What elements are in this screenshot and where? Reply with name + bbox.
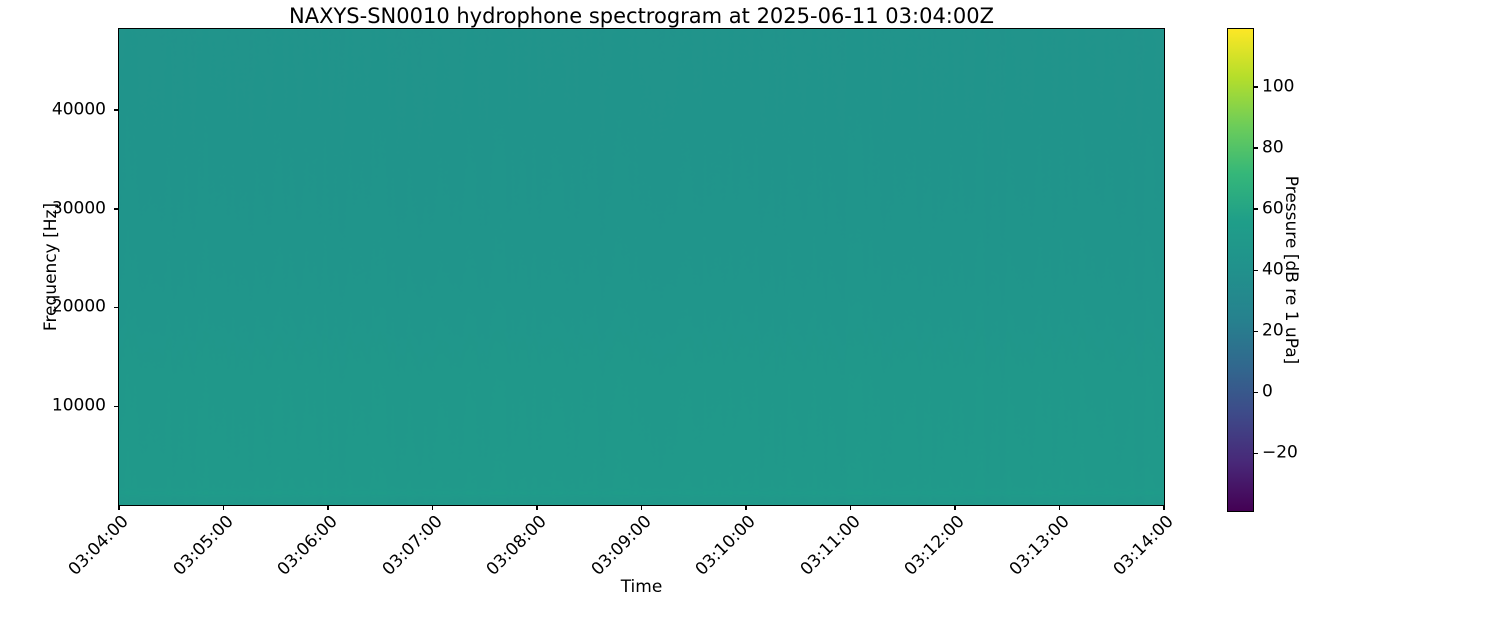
x-tick-mark bbox=[640, 505, 643, 510]
colorbar-tick-label: 60 bbox=[1262, 198, 1284, 219]
colorbar-tick-mark bbox=[1253, 269, 1258, 271]
y-tick-mark bbox=[114, 405, 119, 408]
x-tick-mark bbox=[849, 505, 852, 510]
x-tick-label: 03:07:00 bbox=[378, 511, 447, 580]
x-tick-mark bbox=[954, 505, 956, 510]
x-tick-mark bbox=[431, 505, 434, 510]
colorbar-tick-label: 40 bbox=[1262, 259, 1284, 280]
x-tick-label: 03:14:00 bbox=[1109, 511, 1178, 580]
x-tick-label: 03:12:00 bbox=[900, 511, 969, 580]
x-tick-label: 03:09:00 bbox=[587, 511, 656, 580]
x-tick-label: 03:10:00 bbox=[691, 511, 760, 580]
colorbar-tick-label: 20 bbox=[1262, 320, 1284, 341]
x-tick-mark bbox=[536, 505, 538, 510]
y-tick-label: 10000 bbox=[51, 395, 106, 416]
colorbar bbox=[1227, 28, 1254, 512]
x-tick-label: 03:04:00 bbox=[64, 511, 133, 580]
x-tick-mark bbox=[745, 505, 747, 510]
x-tick-label: 03:08:00 bbox=[482, 511, 551, 580]
colorbar-tick-label: 0 bbox=[1262, 381, 1273, 402]
spectrogram-heatmap bbox=[119, 29, 1164, 505]
y-tick-mark bbox=[114, 306, 119, 309]
x-tick-mark bbox=[327, 505, 329, 510]
x-tick-label: 03:05:00 bbox=[169, 511, 238, 580]
y-tick-mark bbox=[114, 208, 119, 210]
colorbar-tick-mark bbox=[1253, 208, 1258, 210]
y-tick-label: 40000 bbox=[51, 99, 106, 120]
x-tick-mark bbox=[222, 505, 225, 510]
colorbar-tick-label: 100 bbox=[1262, 76, 1295, 97]
colorbar-tick-mark bbox=[1253, 86, 1258, 88]
x-tick-mark bbox=[118, 505, 120, 510]
colorbar-tick-mark bbox=[1253, 147, 1258, 149]
plot-area bbox=[118, 28, 1165, 506]
x-axis-label: Time bbox=[620, 577, 663, 597]
y-tick-mark bbox=[114, 109, 119, 111]
colorbar-tick-mark bbox=[1253, 391, 1258, 394]
chart-title: NAXYS-SN0010 hydrophone spectrogram at 2… bbox=[289, 4, 994, 28]
x-tick-label: 03:11:00 bbox=[796, 511, 865, 580]
y-tick-label: 20000 bbox=[51, 296, 106, 317]
y-tick-label: 30000 bbox=[51, 198, 106, 219]
colorbar-tick-label: 80 bbox=[1262, 137, 1284, 158]
colorbar-tick-mark bbox=[1253, 330, 1258, 332]
colorbar-label: Pressure [dB re 1 uPa] bbox=[1281, 175, 1301, 365]
x-tick-label: 03:13:00 bbox=[1005, 511, 1074, 580]
x-tick-mark bbox=[1163, 505, 1165, 510]
colorbar-tick-mark bbox=[1253, 452, 1258, 455]
x-tick-label: 03:06:00 bbox=[273, 511, 342, 580]
spectrogram-figure: NAXYS-SN0010 hydrophone spectrogram at 2… bbox=[41, 4, 1301, 598]
colorbar-tick-label: −20 bbox=[1262, 442, 1298, 463]
x-tick-mark bbox=[1058, 505, 1061, 510]
